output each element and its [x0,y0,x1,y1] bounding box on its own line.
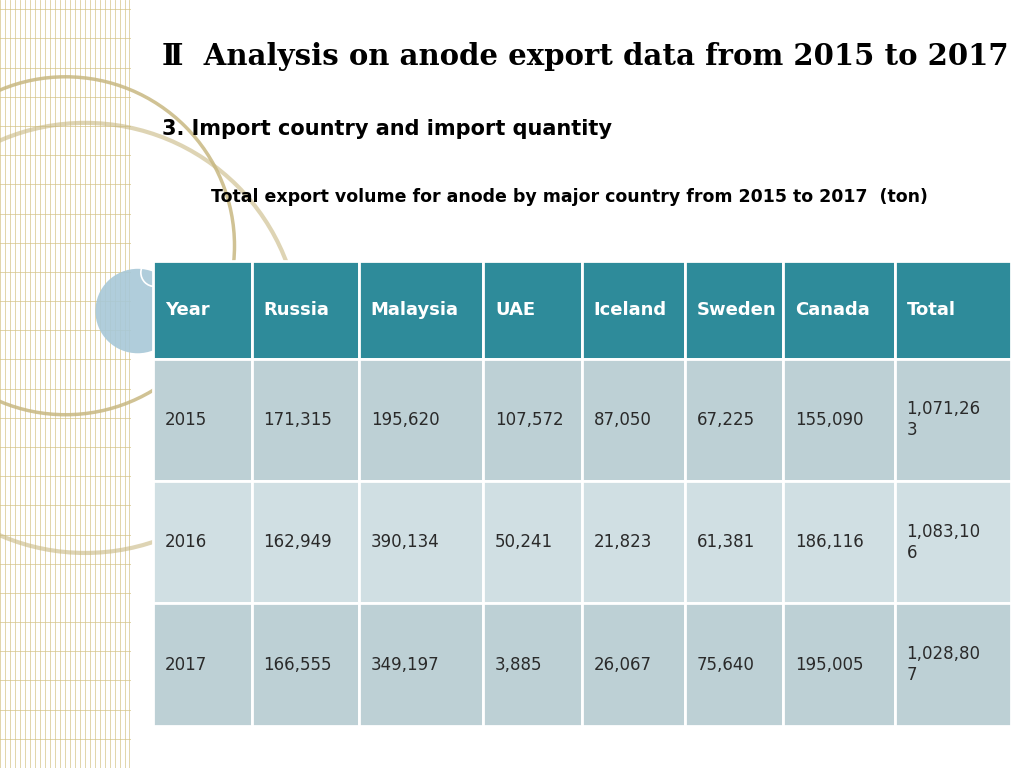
Text: 1,028,80
7: 1,028,80 7 [906,645,981,684]
FancyBboxPatch shape [582,261,685,359]
FancyBboxPatch shape [483,261,582,359]
Text: 87,050: 87,050 [594,411,651,429]
FancyBboxPatch shape [252,604,359,726]
FancyBboxPatch shape [359,481,483,604]
FancyBboxPatch shape [685,261,783,359]
Text: 67,225: 67,225 [696,411,755,429]
FancyBboxPatch shape [359,261,483,359]
Text: 21,823: 21,823 [594,533,652,551]
Text: 3. Import country and import quantity: 3. Import country and import quantity [163,119,612,139]
Text: Ⅱ  Analysis on anode export data from 2015 to 2017: Ⅱ Analysis on anode export data from 201… [163,42,1009,71]
FancyBboxPatch shape [154,481,252,604]
FancyBboxPatch shape [483,481,582,604]
FancyBboxPatch shape [252,481,359,604]
FancyBboxPatch shape [483,359,582,481]
Text: 162,949: 162,949 [263,533,332,551]
Text: 171,315: 171,315 [263,411,333,429]
FancyBboxPatch shape [252,359,359,481]
Text: UAE: UAE [495,301,536,319]
FancyBboxPatch shape [783,359,895,481]
Text: Malaysia: Malaysia [371,301,459,319]
FancyBboxPatch shape [685,359,783,481]
Text: 1,083,10
6: 1,083,10 6 [906,523,981,561]
Text: Sweden: Sweden [696,301,776,319]
Text: Total export volume for anode by major country from 2015 to 2017  (ton): Total export volume for anode by major c… [211,188,929,206]
Text: 2016: 2016 [165,533,207,551]
FancyBboxPatch shape [895,261,1011,359]
Text: Year: Year [165,301,210,319]
FancyBboxPatch shape [895,481,1011,604]
Text: 2015: 2015 [165,411,207,429]
Text: 75,640: 75,640 [696,656,755,674]
Text: Total: Total [906,301,955,319]
Text: Iceland: Iceland [594,301,667,319]
Text: 61,381: 61,381 [696,533,755,551]
Text: 107,572: 107,572 [495,411,563,429]
FancyBboxPatch shape [483,604,582,726]
Text: 195,620: 195,620 [371,411,439,429]
Text: 349,197: 349,197 [371,656,439,674]
Text: 3,885: 3,885 [495,656,543,674]
FancyBboxPatch shape [783,261,895,359]
FancyBboxPatch shape [359,604,483,726]
FancyBboxPatch shape [154,359,252,481]
FancyBboxPatch shape [252,261,359,359]
Text: 1,071,26
3: 1,071,26 3 [906,400,981,439]
Text: 195,005: 195,005 [795,656,863,674]
FancyBboxPatch shape [582,359,685,481]
Text: 166,555: 166,555 [263,656,332,674]
Ellipse shape [95,269,180,353]
FancyBboxPatch shape [582,604,685,726]
FancyBboxPatch shape [783,604,895,726]
FancyBboxPatch shape [582,481,685,604]
Text: 390,134: 390,134 [371,533,439,551]
Text: 2017: 2017 [165,656,207,674]
Text: 50,241: 50,241 [495,533,553,551]
FancyBboxPatch shape [895,604,1011,726]
FancyBboxPatch shape [685,481,783,604]
Text: Canada: Canada [795,301,869,319]
FancyBboxPatch shape [359,359,483,481]
FancyBboxPatch shape [154,604,252,726]
FancyBboxPatch shape [154,261,252,359]
Text: Russia: Russia [263,301,330,319]
FancyBboxPatch shape [783,481,895,604]
Text: 186,116: 186,116 [795,533,864,551]
FancyBboxPatch shape [685,604,783,726]
Text: 155,090: 155,090 [795,411,863,429]
Text: 26,067: 26,067 [594,656,651,674]
FancyBboxPatch shape [895,359,1011,481]
